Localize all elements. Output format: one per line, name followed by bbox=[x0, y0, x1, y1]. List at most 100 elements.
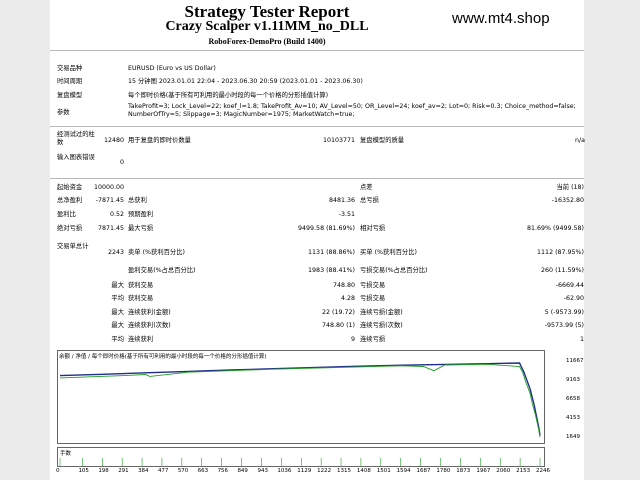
largest-label: 最大 bbox=[111, 282, 124, 289]
balance-chart-svg bbox=[59, 362, 541, 438]
x-tick-label: 1873 bbox=[456, 468, 471, 474]
x-tick-label: 756 bbox=[217, 468, 229, 474]
rel-drawdown-label: 相对亏损 bbox=[360, 225, 386, 232]
y-tick-label: 6658 bbox=[566, 396, 580, 402]
net-profit-value: -7871.45 bbox=[95, 197, 124, 204]
x-tick-label: 2060 bbox=[496, 468, 511, 474]
info-divider bbox=[50, 126, 584, 127]
x-tick-label: 849 bbox=[237, 468, 248, 474]
max-label: 最大 bbox=[111, 309, 124, 316]
quality-value: n/a bbox=[575, 137, 585, 144]
volume-chart-svg bbox=[59, 458, 541, 466]
x-tick-label: 943 bbox=[257, 468, 269, 474]
server-name: RoboForex-DemoPro (Build 1400) bbox=[208, 37, 326, 46]
profit-trades-value: 1983 (88.41%) bbox=[308, 267, 355, 274]
x-tick-label: 1967 bbox=[476, 468, 491, 474]
avg-consec-losses-value: 1 bbox=[579, 336, 584, 343]
expected-payoff-value: -3.51 bbox=[338, 211, 355, 218]
avg-loss-label: 亏损交易 bbox=[360, 295, 386, 302]
model-value: 每个即时价格(基于所有可利用的最小时段的每一个价格的分形插值计算) bbox=[128, 92, 329, 99]
quality-label: 复盘模型的质量 bbox=[360, 137, 405, 144]
x-tick-label: 1036 bbox=[277, 468, 292, 474]
total-trades-value: 2243 bbox=[107, 249, 124, 256]
max2-label: 最大 bbox=[111, 322, 124, 329]
x-tick-label: 1594 bbox=[396, 468, 411, 474]
rel-drawdown-value: 81.69% (9499.58) bbox=[527, 225, 584, 232]
x-tick-label: 1129 bbox=[297, 468, 312, 474]
max-consec-loss-value: -9573.99 (5) bbox=[544, 322, 584, 329]
x-tick-label: 2153 bbox=[516, 468, 531, 474]
x-tick-label: 1501 bbox=[376, 468, 391, 474]
symbol-label: 交易品种 bbox=[57, 65, 83, 72]
max-consec-losses-value: 5 (-9573.99) bbox=[544, 309, 584, 316]
max-consec-wins-label: 连续获利(金额) bbox=[128, 309, 171, 316]
profit-factor-label: 盈利比 bbox=[57, 211, 76, 218]
report-title: Strategy Tester Report bbox=[184, 2, 350, 21]
volume-chart: 手数 bbox=[57, 447, 545, 467]
series-line-0 bbox=[59, 362, 541, 436]
total-trades-label: 交易单总计 bbox=[57, 243, 89, 250]
x-tick-label: 1222 bbox=[317, 468, 332, 474]
x-tick-label: 1687 bbox=[416, 468, 431, 474]
expert-name: Crazy Scalper v1.11MM_no_DLL bbox=[165, 19, 369, 34]
ticks-label: 用于复盘的即时价数量 bbox=[128, 137, 191, 144]
profit-trades-label: 盈利交易(%占总百分比) bbox=[128, 267, 196, 274]
x-tick-label: 0 bbox=[56, 468, 60, 474]
series-line-1 bbox=[59, 363, 541, 438]
y-tick-label: 4153 bbox=[566, 415, 580, 421]
bars-divider bbox=[50, 178, 584, 179]
max-drawdown-value: 9499.58 (81.69%) bbox=[298, 225, 355, 232]
avg-profit-label: 获利交易 bbox=[128, 295, 154, 302]
symbol-value: EURUSD (Euro vs US Dollar) bbox=[128, 65, 216, 72]
period-value: 15 分钟图 2023.01.01 22:04 - 2023.06.30 20:… bbox=[128, 78, 363, 85]
deposit-label: 起始资金 bbox=[57, 184, 83, 191]
loss-trades-label: 亏损交易(%占总百分比) bbox=[360, 267, 428, 274]
largest-profit-value: 748.80 bbox=[332, 282, 355, 289]
expected-payoff-label: 预期盈利 bbox=[128, 211, 154, 218]
net-profit-label: 总净盈利 bbox=[57, 197, 83, 204]
max-consec-losses-label: 连续亏损(金额) bbox=[360, 309, 403, 316]
params-label: 参数 bbox=[57, 109, 70, 116]
ticks-value: 10103771 bbox=[322, 137, 355, 144]
spread-value: 当前 (18) bbox=[556, 184, 584, 191]
x-tick-label: 1408 bbox=[356, 468, 371, 474]
header-divider bbox=[50, 50, 584, 51]
bars-label: 经测试过的柱数 bbox=[57, 131, 95, 146]
gross-profit-label: 总获利 bbox=[128, 197, 147, 204]
x-tick-label: 198 bbox=[98, 468, 109, 474]
bars-value: 12480 bbox=[103, 137, 124, 144]
short-positions-label: 卖单 (%获利百分比) bbox=[128, 249, 185, 256]
long-positions-label: 买单 (%获利百分比) bbox=[360, 249, 417, 256]
max-consec-profit-value: 748.80 (1) bbox=[322, 322, 355, 329]
abs-drawdown-value: 7871.45 bbox=[97, 225, 124, 232]
model-label: 复盘模型 bbox=[57, 92, 83, 99]
x-tick-label: 570 bbox=[177, 468, 189, 474]
gross-loss-value: -16352.80 bbox=[551, 197, 584, 204]
avg-consec-wins-value: 9 bbox=[350, 336, 355, 343]
x-tick-label: 2246 bbox=[536, 468, 550, 474]
spread-label: 点差 bbox=[360, 184, 373, 191]
avg-consec-losses-label: 连续亏损 bbox=[360, 336, 386, 343]
largest-loss-label: 亏损交易 bbox=[360, 282, 386, 289]
x-tick-label: 663 bbox=[197, 468, 209, 474]
average2-label: 平均 bbox=[111, 336, 124, 343]
max-consec-wins-value: 22 (19.72) bbox=[322, 309, 355, 316]
volume-label: 手数 bbox=[60, 451, 72, 457]
deposit-value: 10000.00 bbox=[94, 184, 125, 191]
avg-loss-value: -62.90 bbox=[563, 295, 584, 302]
y-tick-label: 9163 bbox=[566, 377, 580, 383]
y-tick-label: 11667 bbox=[566, 358, 584, 364]
profit-factor-value: 0.52 bbox=[109, 211, 124, 218]
x-tick-label: 291 bbox=[118, 468, 129, 474]
largest-loss-value: -6669.44 bbox=[555, 282, 584, 289]
mismatch-value: 0 bbox=[119, 159, 124, 166]
largest-profit-label: 获利交易 bbox=[128, 282, 154, 289]
mismatch-label: 输入图表错误 bbox=[57, 154, 95, 161]
gross-loss-label: 总亏损 bbox=[360, 197, 379, 204]
avg-profit-value: 4.28 bbox=[340, 295, 355, 302]
y-tick-label: 1649 bbox=[566, 434, 580, 440]
long-positions-value: 1112 (87.95%) bbox=[537, 249, 584, 256]
average-label: 平均 bbox=[111, 295, 124, 302]
avg-consec-wins-label: 连续获利 bbox=[128, 336, 154, 343]
x-tick-label: 384 bbox=[138, 468, 149, 474]
